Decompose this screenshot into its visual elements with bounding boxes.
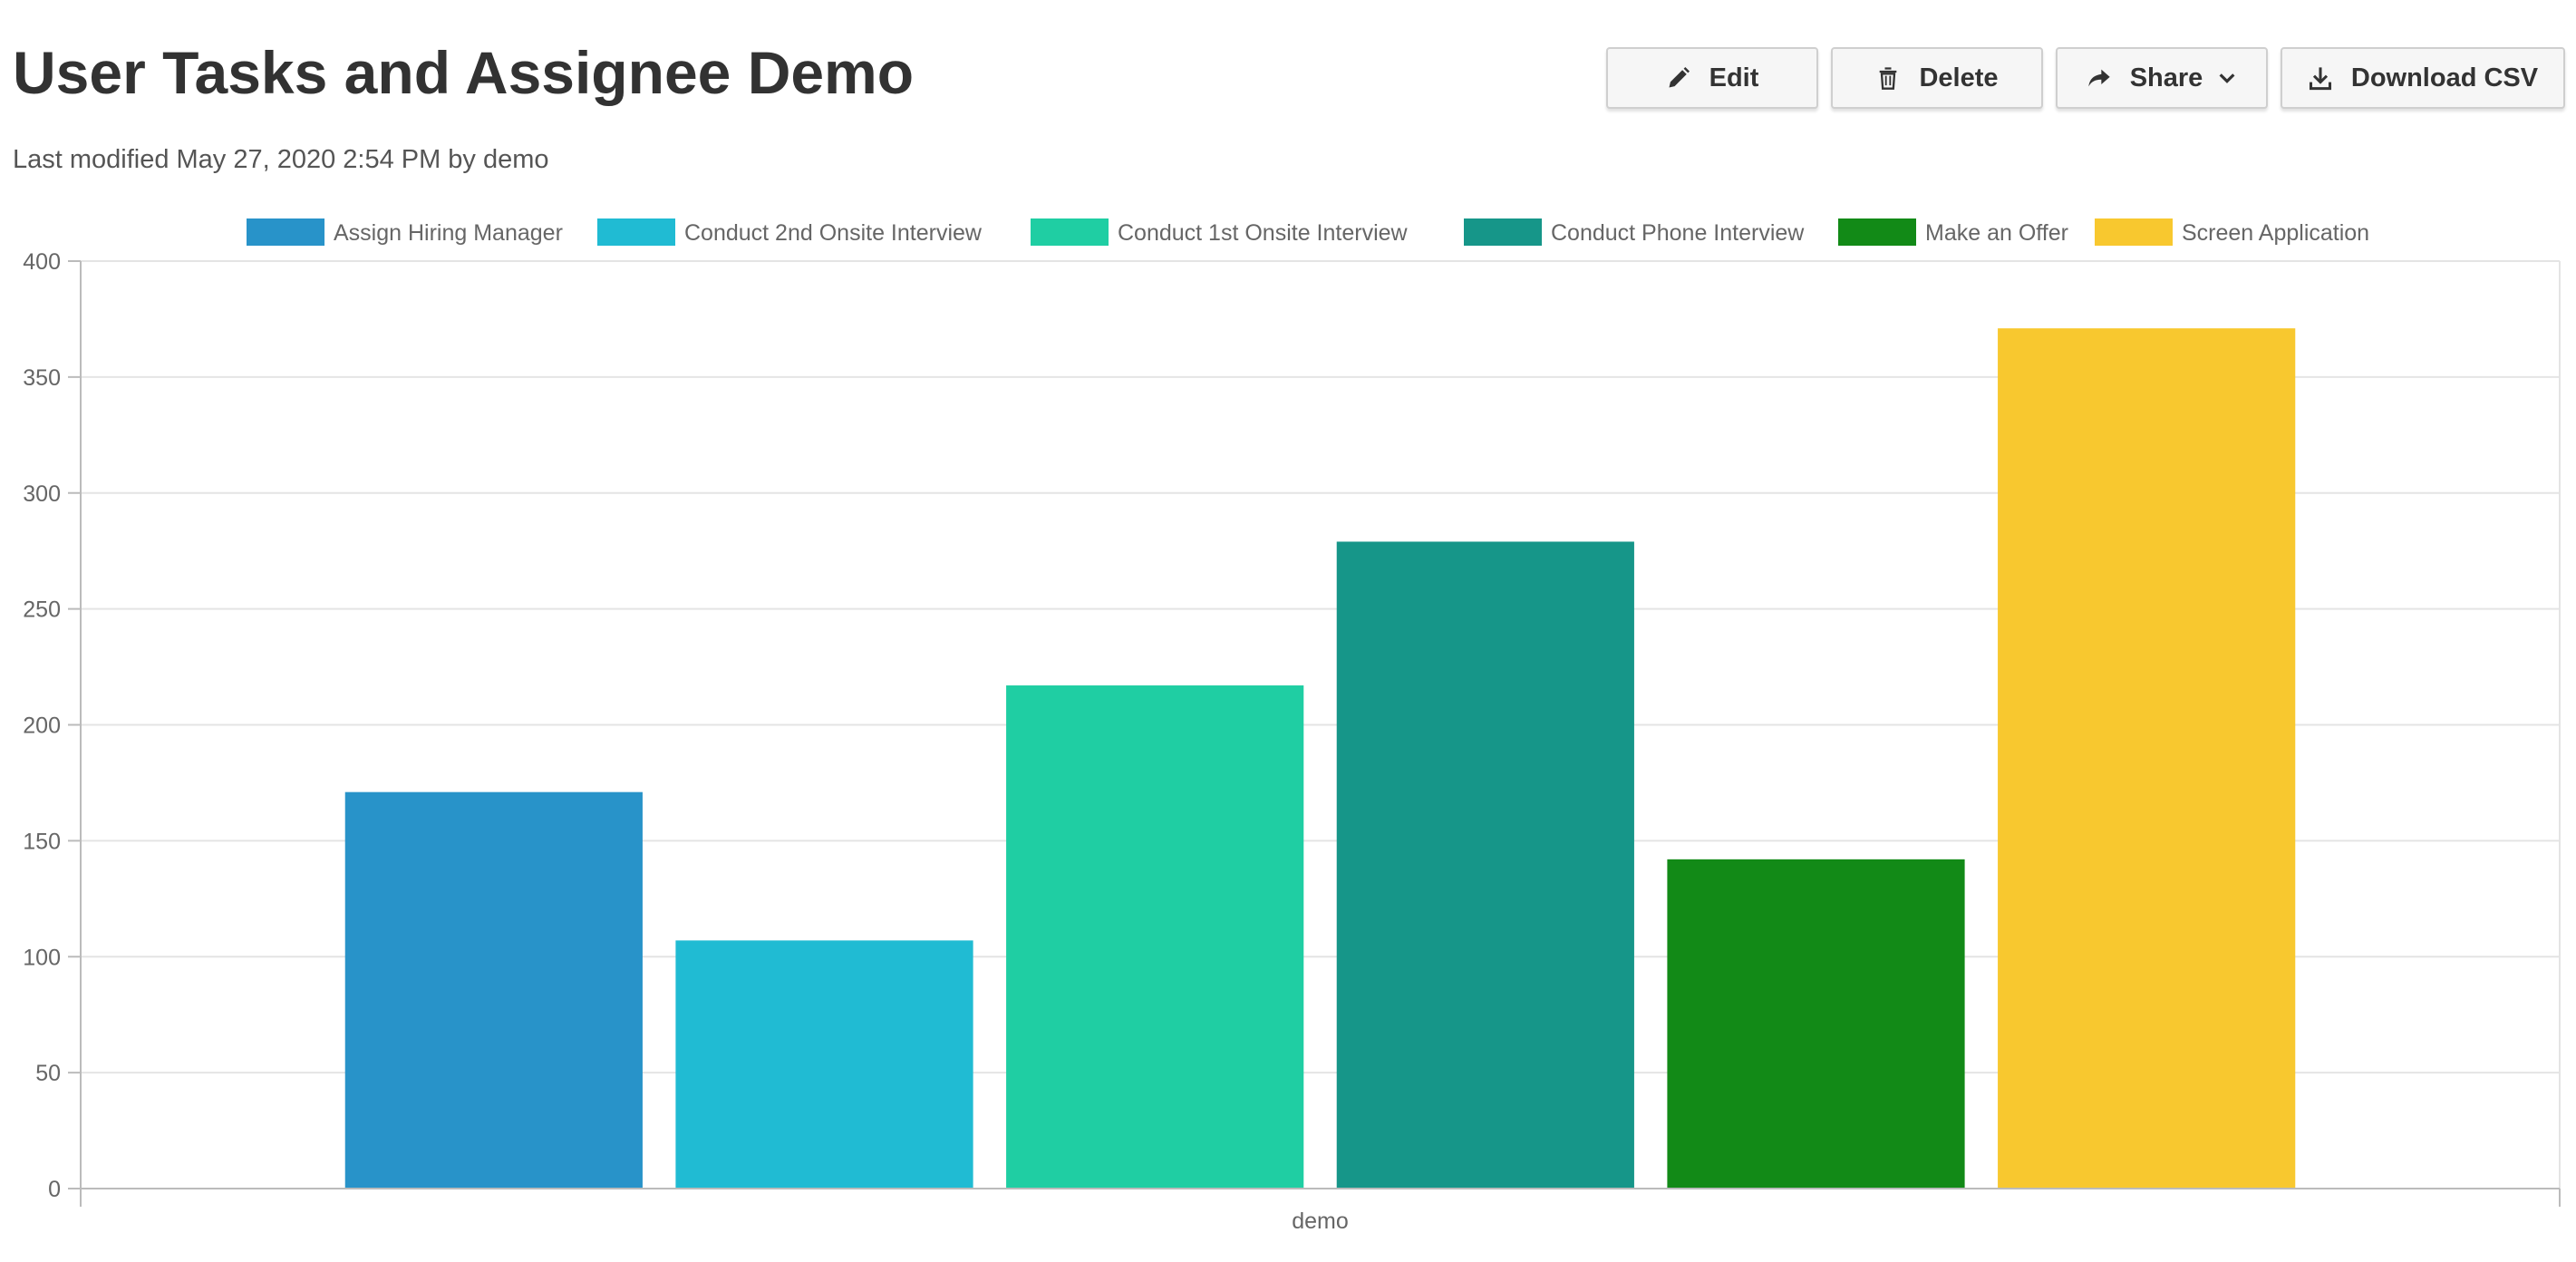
bar-assign-hiring-manager[interactable] [344, 791, 643, 1189]
toolbar: Edit Delete Share Download CSV [1606, 47, 2565, 109]
by-label: by [448, 145, 476, 174]
x-axis: demo [81, 1188, 2561, 1234]
page-title: User Tasks and Assignee Demo [13, 39, 915, 106]
chart-legend: Assign Hiring Manager Conduct 2nd Onsite … [247, 218, 2369, 246]
legend-label: Assign Hiring Manager [334, 220, 563, 246]
legend-item[interactable]: Screen Application [2095, 218, 2369, 246]
edit-button[interactable]: Edit [1606, 47, 1818, 109]
bar-conduct-2nd-onsite-interview[interactable] [675, 940, 973, 1189]
share-label: Share [2129, 63, 2203, 92]
legend-swatch [1031, 218, 1109, 246]
modified-label: Last modified [13, 145, 169, 174]
x-tick-label: demo [1292, 1209, 1349, 1234]
legend-swatch [2095, 218, 2173, 246]
last-modified: Last modified May 27, 2020 2:54 PM by demo [13, 141, 556, 178]
bar-conduct-1st-onsite-interview[interactable] [1006, 685, 1304, 1189]
legend-swatch [1838, 218, 1916, 246]
share-button[interactable]: Share [2056, 47, 2268, 109]
legend-swatch [1464, 218, 1542, 246]
author: demo [482, 145, 549, 174]
share-arrow-icon [2088, 69, 2110, 87]
edit-label: Edit [1709, 63, 1759, 92]
delete-label: Delete [1919, 63, 1999, 92]
y-tick-label: 250 [23, 597, 61, 623]
download-csv-button[interactable]: Download CSV [2281, 47, 2565, 109]
y-tick-label: 100 [23, 945, 61, 970]
legend-label: Conduct 1st Onsite Interview [1118, 220, 1409, 246]
download-icon [2309, 67, 2331, 91]
legend-label: Conduct 2nd Onsite Interview [684, 220, 983, 246]
y-axis: 0 50 100 150 200 250 300 350 400 [23, 249, 82, 1207]
legend-label: Conduct Phone Interview [1551, 220, 1805, 246]
legend-swatch [247, 218, 324, 246]
bar-make-an-offer[interactable] [1667, 859, 1965, 1189]
bar-conduct-phone-interview[interactable] [1336, 541, 1634, 1189]
legend-item[interactable]: Make an Offer [1838, 218, 2068, 246]
y-tick-label: 400 [23, 249, 61, 275]
download-csv-label: Download CSV [2350, 63, 2539, 92]
legend-item[interactable]: Conduct Phone Interview [1464, 218, 1805, 246]
legend-item[interactable]: Assign Hiring Manager [247, 218, 563, 246]
y-tick-label: 150 [23, 829, 61, 854]
y-tick-label: 50 [35, 1061, 61, 1086]
legend-label: Make an Offer [1925, 220, 2068, 246]
delete-button[interactable]: Delete [1831, 47, 2043, 109]
legend-swatch [597, 218, 675, 246]
legend-label: Screen Application [2182, 220, 2369, 246]
y-tick-label: 350 [23, 365, 61, 391]
trash-icon [1880, 67, 1897, 90]
y-tick-label: 200 [23, 714, 61, 739]
bar-screen-application[interactable] [1998, 328, 2296, 1189]
legend-item[interactable]: Conduct 1st Onsite Interview [1031, 218, 1409, 246]
chevron-down-icon [2219, 73, 2235, 83]
modified-date: May 27, 2020 2:54 PM [176, 145, 441, 174]
y-tick-label: 0 [48, 1177, 61, 1202]
bar-series [344, 328, 2296, 1189]
legend-item[interactable]: Conduct 2nd Onsite Interview [597, 218, 983, 246]
pencil-icon [1669, 66, 1690, 88]
y-tick-label: 300 [23, 481, 61, 507]
